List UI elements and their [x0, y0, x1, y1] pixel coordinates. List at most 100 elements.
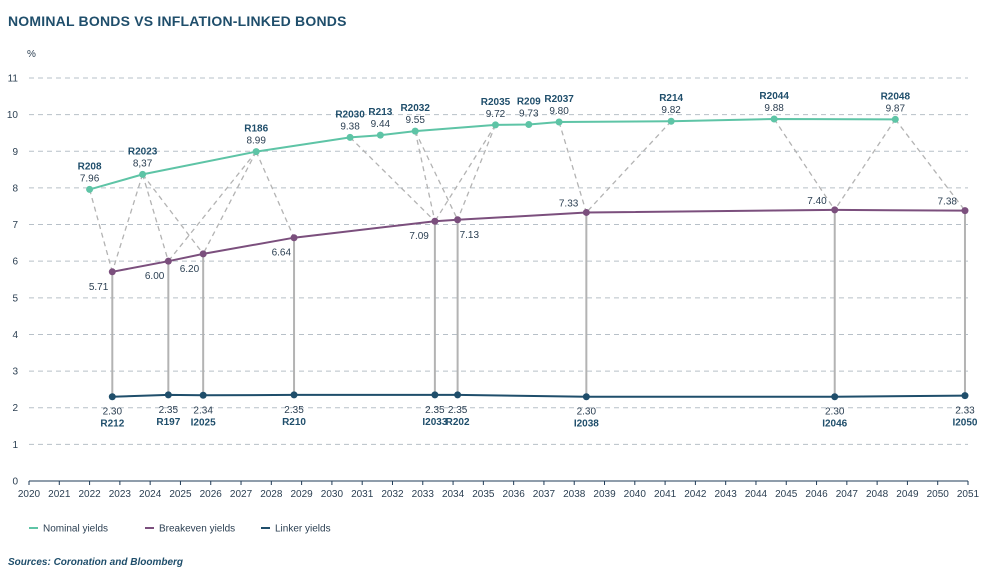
dashed-connector — [585, 120, 672, 213]
series-lines — [89, 117, 966, 398]
x-tick-label: 2041 — [654, 489, 677, 500]
legend-entry-2: Linker yields — [275, 524, 331, 535]
data-label: 9.38 — [340, 121, 360, 132]
x-tick-label: 2037 — [533, 489, 556, 500]
data-label: 9.88 — [764, 103, 784, 114]
x-tick-label: 2032 — [381, 489, 404, 500]
bond-label: R214 — [659, 93, 683, 104]
x-tick-label: 2027 — [230, 489, 253, 500]
x-tick-label: 2033 — [412, 489, 435, 500]
data-label: 2.33 — [955, 406, 975, 417]
dashed-connector — [457, 124, 497, 221]
data-point — [582, 393, 590, 401]
x-tick-label: 2026 — [200, 489, 223, 500]
data-label: 6.20 — [180, 264, 200, 275]
data-label: 2.30 — [577, 407, 597, 418]
dashed-connector — [834, 119, 896, 211]
data-point — [431, 217, 439, 225]
data-label: 7.96 — [80, 173, 100, 184]
data-label: 8.99 — [246, 136, 266, 147]
y-tick-label: 0 — [12, 477, 18, 488]
data-point — [290, 234, 298, 242]
x-tick-label: 2034 — [442, 489, 465, 500]
x-tick-label: 2022 — [78, 489, 101, 500]
x-tick-label: 2040 — [624, 489, 647, 500]
axes: 0 1 2 3 4 5 6 7 8 9 10 11% 2020 2021 2022 2023 2024 2025 2… — [7, 49, 980, 500]
data-label: 2.35 — [159, 405, 179, 416]
data-point — [108, 393, 116, 401]
x-tick-label: 2045 — [775, 489, 798, 500]
data-label: 7.40 — [807, 196, 827, 207]
x-tick-label: 2039 — [593, 489, 616, 500]
bond-label: R208 — [78, 161, 102, 172]
data-point — [108, 268, 116, 276]
data-label: 6.64 — [272, 248, 292, 259]
dashed-connector — [894, 119, 966, 212]
x-tick-label: 2049 — [896, 489, 919, 500]
x-tick-label: 2036 — [503, 489, 526, 500]
data-point — [831, 206, 839, 214]
legend: Nominal yields Breakeven yields Linker yie… — [29, 524, 331, 535]
dashed-connector — [558, 121, 587, 213]
x-tick-label: 2051 — [957, 489, 980, 500]
data-point — [891, 115, 899, 123]
bond-label: R2023 — [128, 146, 158, 157]
data-label: 7.09 — [409, 231, 429, 242]
data-point — [582, 208, 590, 216]
x-tick-label: 2038 — [563, 489, 586, 500]
data-point — [164, 257, 172, 265]
data-label: 9.80 — [549, 106, 569, 117]
series-points — [86, 115, 969, 401]
x-tick-label: 2047 — [836, 489, 859, 500]
x-tick-label: 2031 — [351, 489, 374, 500]
data-label: 9.73 — [519, 109, 539, 120]
vertical-connectors — [111, 209, 966, 397]
data-label: 2.35 — [425, 405, 445, 416]
dashed-connector — [255, 151, 295, 238]
bond-label: R202 — [446, 417, 470, 428]
bond-label: I2038 — [574, 419, 599, 430]
data-label: 7.38 — [938, 197, 958, 208]
x-tick-label: 2023 — [109, 489, 132, 500]
dashed-connector — [88, 189, 113, 272]
y-tick-label: 8 — [12, 183, 18, 194]
series-line-0 — [89, 117, 896, 191]
data-label: 9.44 — [371, 119, 391, 130]
legend-entry-0: Nominal yields — [43, 524, 108, 535]
dashed-connector — [202, 151, 257, 255]
dashed-connectors — [88, 118, 966, 272]
x-tick-label: 2050 — [927, 489, 950, 500]
dashed-connector — [414, 130, 436, 222]
y-tick-label: 9 — [12, 147, 18, 158]
data-point — [491, 121, 499, 129]
data-label: 7.33 — [559, 198, 579, 209]
chart-title: NOMINAL BONDS VS INFLATION-LINKED BONDS — [8, 13, 347, 29]
x-tick-label: 2030 — [321, 489, 344, 500]
data-label: 2.35 — [284, 405, 304, 416]
y-tick-label: 10 — [7, 110, 19, 121]
dashed-connector — [773, 118, 836, 211]
x-tick-label: 2029 — [290, 489, 313, 500]
dashed-connector — [141, 174, 169, 262]
bond-label: R2037 — [544, 94, 574, 105]
data-label: 7.13 — [460, 230, 480, 241]
data-point — [346, 133, 354, 141]
bond-label: R2030 — [335, 109, 365, 120]
data-point — [525, 121, 533, 129]
bond-label: I2033 — [422, 417, 447, 428]
series-line-1 — [112, 208, 966, 273]
y-tick-label: 6 — [12, 257, 18, 268]
data-point — [555, 118, 563, 126]
data-point — [961, 392, 969, 400]
bond-label: R2044 — [759, 91, 789, 102]
bond-label: R212 — [100, 419, 124, 430]
data-point — [961, 207, 969, 215]
data-point — [454, 391, 462, 399]
y-tick-label: 11 — [8, 74, 19, 85]
dashed-connector — [167, 151, 257, 262]
legend-entry-1: Breakeven yields — [159, 524, 235, 535]
bond-label: I2025 — [191, 417, 216, 428]
data-labels: R2087.96R20238,37R1868.99R20309.38R2139.… — [78, 91, 978, 430]
data-label: 9.87 — [886, 103, 906, 114]
